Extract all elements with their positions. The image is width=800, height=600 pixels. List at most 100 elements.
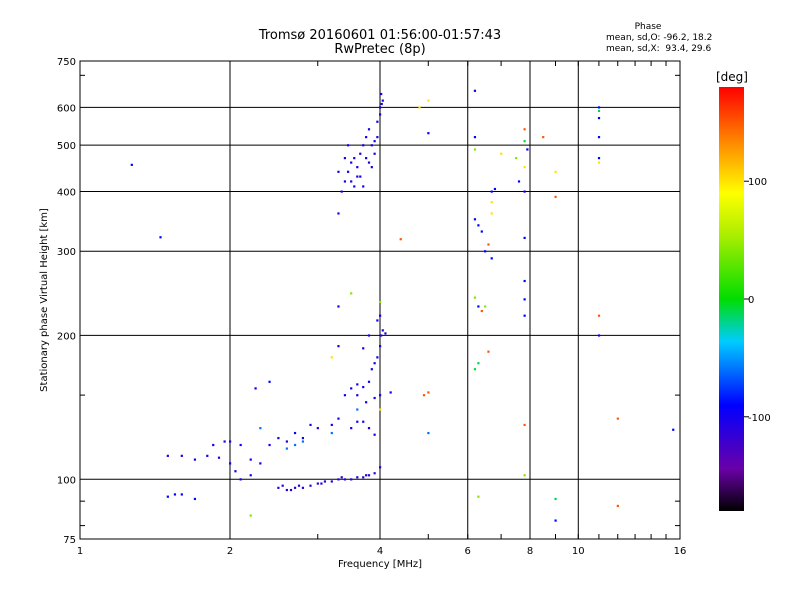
data-point	[362, 420, 365, 423]
data-point	[362, 144, 365, 147]
data-point	[523, 298, 526, 301]
data-point	[359, 175, 362, 178]
data-point	[229, 462, 232, 465]
data-point	[427, 99, 430, 102]
data-point	[490, 212, 493, 215]
data-point	[597, 334, 601, 337]
phase-title: Phase	[634, 22, 662, 32]
data-point	[193, 458, 197, 461]
data-point	[268, 443, 271, 447]
scatter-points	[130, 89, 675, 522]
data-point	[337, 345, 340, 348]
data-point	[285, 440, 288, 443]
y-tick-label: 300	[57, 247, 76, 258]
data-point	[376, 136, 379, 139]
y-tick-label: 400	[57, 187, 76, 198]
phase-stat-x: mean, sd,X: 93.4, 29.6	[606, 44, 712, 54]
data-point	[379, 408, 382, 411]
data-point	[379, 300, 382, 304]
data-point	[542, 136, 545, 139]
phase-stat-o: mean, sd,O: -96.2, 18.2	[606, 33, 713, 43]
data-point	[277, 436, 280, 440]
data-point	[365, 136, 368, 139]
y-tick-label: 200	[57, 331, 76, 342]
data-point	[473, 368, 477, 371]
data-point	[365, 474, 368, 477]
data-point	[490, 190, 493, 193]
data-point	[343, 157, 347, 160]
data-point	[337, 170, 340, 173]
data-point	[277, 486, 280, 489]
x-tick-label: 4	[377, 546, 383, 557]
x-tick-label: 8	[527, 546, 533, 557]
data-point	[523, 474, 526, 477]
colorbar-ticks: 100 0 -100	[744, 177, 771, 424]
data-point	[293, 431, 297, 435]
data-point	[337, 417, 340, 420]
data-point	[239, 443, 242, 447]
data-point	[379, 113, 382, 116]
y-axis-label: Stationary phase Virtual Height [km]	[39, 208, 50, 392]
data-point	[427, 391, 430, 394]
data-point	[356, 166, 359, 169]
data-point	[367, 380, 371, 383]
data-point	[487, 243, 490, 246]
data-point	[418, 106, 421, 109]
data-point	[487, 350, 490, 353]
data-point	[206, 454, 209, 457]
data-point	[554, 497, 557, 501]
data-point	[239, 478, 242, 481]
data-point	[309, 484, 312, 487]
data-point	[268, 380, 271, 383]
data-point	[490, 201, 493, 204]
data-point	[379, 106, 382, 109]
data-point	[367, 334, 371, 337]
data-point	[350, 292, 353, 295]
data-point	[373, 140, 376, 143]
x-tick-label: 10	[572, 546, 585, 557]
y-axis: 75 100 200 300 400 500 600 750	[57, 57, 680, 546]
data-point	[597, 136, 601, 139]
y-tick-label: 100	[57, 475, 76, 486]
data-point	[346, 144, 350, 147]
data-point	[356, 476, 359, 479]
colorbar-tick-label: 0	[748, 295, 754, 306]
data-point	[362, 385, 365, 389]
data-point	[379, 345, 382, 348]
data-point	[376, 319, 379, 322]
data-point	[249, 514, 252, 517]
data-point	[259, 462, 262, 465]
data-point	[166, 454, 169, 457]
data-point	[367, 474, 371, 477]
data-point	[616, 417, 619, 420]
data-point	[285, 488, 288, 492]
data-point	[379, 466, 382, 469]
data-point	[597, 314, 601, 317]
data-point	[597, 116, 601, 120]
data-point	[554, 519, 557, 522]
data-point	[493, 187, 497, 191]
data-point	[373, 433, 376, 436]
data-point	[473, 148, 477, 151]
data-point	[350, 387, 353, 390]
data-point	[381, 99, 384, 102]
data-point	[173, 493, 177, 496]
data-point	[356, 408, 359, 411]
data-point	[554, 170, 557, 173]
data-point	[301, 436, 305, 440]
data-point	[367, 427, 371, 430]
data-point	[367, 161, 371, 164]
data-point	[399, 238, 402, 241]
data-point	[293, 486, 297, 489]
data-point	[356, 394, 359, 397]
data-point	[130, 163, 133, 166]
data-point	[473, 89, 477, 92]
data-point	[340, 476, 343, 479]
data-point	[373, 152, 376, 155]
data-point	[473, 136, 477, 139]
data-point	[380, 92, 383, 96]
data-point	[350, 180, 353, 183]
x-tick-label: 2	[227, 546, 233, 557]
data-point	[353, 185, 356, 188]
data-point	[316, 427, 319, 430]
